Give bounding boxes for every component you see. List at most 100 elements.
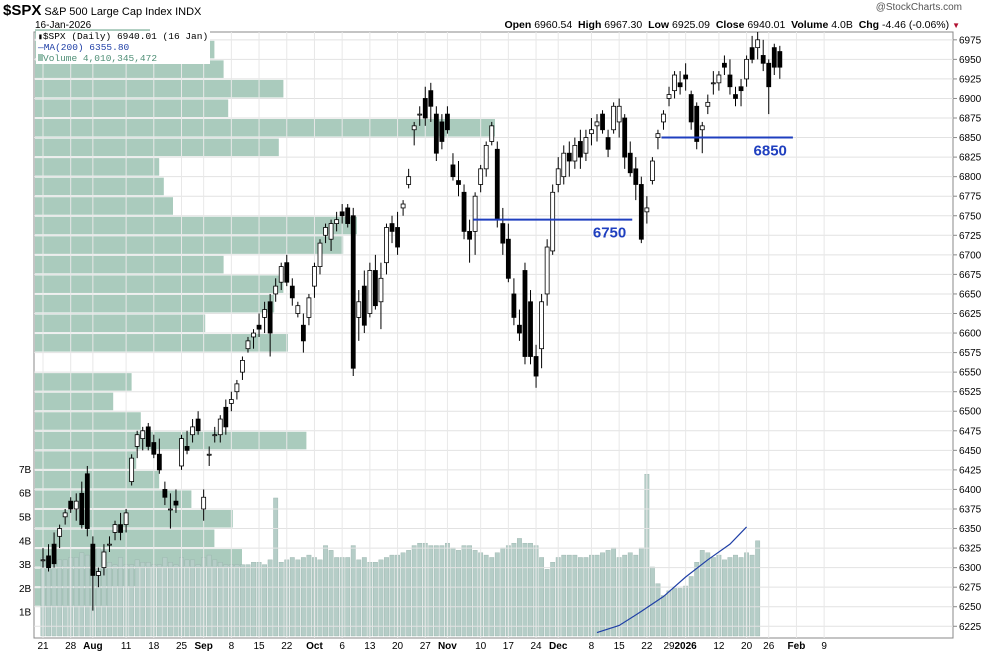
down-triangle-icon: ▼ — [952, 21, 960, 30]
volume-tick-label: 2B — [19, 584, 32, 595]
low-label: Low — [648, 19, 670, 31]
candle-down — [727, 74, 733, 88]
volume-bar — [467, 545, 472, 637]
volume-bar — [722, 559, 727, 637]
volume-bar — [583, 557, 589, 637]
candle-up — [112, 524, 118, 533]
date-tick-label: Aug — [83, 641, 102, 652]
candle-down — [300, 324, 306, 342]
volume-bar — [217, 562, 223, 637]
volume-bar — [300, 557, 306, 637]
candle-down — [195, 418, 201, 432]
volume-bar — [195, 564, 201, 637]
price-tick-label: 6400 — [959, 485, 982, 496]
volume-bar — [577, 557, 583, 637]
legend-ma-text: MA(200) 6355.80 — [43, 42, 130, 53]
volume-bar — [400, 552, 406, 637]
volume-bar — [156, 564, 162, 637]
candle-up — [406, 176, 412, 185]
volume-bar — [278, 562, 284, 637]
candle-down — [289, 285, 295, 299]
volume-bar — [95, 547, 101, 637]
candle-up — [201, 496, 207, 510]
candle-down — [627, 152, 633, 174]
candle-up — [168, 508, 173, 511]
candle-down — [439, 121, 445, 142]
candle-down — [677, 82, 683, 88]
open-value: 6960.54 — [534, 19, 573, 31]
volume-bar — [727, 557, 733, 637]
volume-bar — [251, 562, 256, 637]
price-tick-label: 6800 — [959, 172, 982, 183]
candle-up — [62, 512, 68, 518]
volume-bar — [411, 545, 417, 637]
volume-tick-label: 6B — [19, 489, 32, 500]
volume-by-price-bar — [35, 373, 132, 391]
volume-bar — [733, 554, 738, 637]
date-tick-label: 6 — [339, 641, 345, 652]
candle-up — [594, 121, 600, 127]
candle-down — [688, 94, 694, 123]
volume-by-price-bar — [35, 431, 307, 450]
volume-bar — [190, 559, 195, 637]
candle-up — [400, 203, 406, 209]
change-label: Chg — [858, 19, 880, 31]
volume-by-price-bar — [35, 216, 357, 235]
volume-bar — [317, 559, 323, 637]
date-tick-label: 15 — [253, 641, 265, 652]
candle-up — [378, 277, 384, 303]
chart-title: $SPX S&P 500 Large Cap Index INDX — [3, 2, 201, 19]
date-tick-label: 27 — [420, 641, 432, 652]
candle-down — [51, 543, 57, 565]
price-tick-label: 6725 — [959, 231, 982, 242]
date-tick-label: 26 — [763, 641, 775, 652]
volume-bar — [145, 562, 151, 637]
volume-bar — [500, 547, 506, 637]
volume-bar — [699, 550, 705, 637]
date-tick-label: 22 — [281, 641, 293, 652]
candle-up — [666, 94, 672, 99]
volume-bar — [461, 545, 467, 637]
candle-down — [683, 74, 689, 80]
candles-layer — [40, 32, 783, 611]
candle-down — [156, 453, 162, 471]
date-tick-label: 10 — [475, 641, 487, 652]
price-tick-label: 6425 — [959, 465, 982, 476]
volume-by-price-bar — [35, 158, 160, 176]
price-tick-label: 6775 — [959, 192, 982, 203]
candle-up — [483, 144, 489, 170]
volume-bar — [107, 562, 112, 637]
price-tick-label: 6750 — [959, 211, 982, 222]
candle-down — [760, 55, 766, 64]
volume-bar — [140, 562, 146, 637]
date-tick-label: 12 — [713, 641, 725, 652]
candle-up — [705, 101, 711, 107]
candle-up — [123, 512, 129, 526]
high-label: High — [578, 19, 602, 31]
date-tick-label: 20 — [741, 641, 753, 652]
date-tick-label: Oct — [306, 641, 323, 652]
candle-up — [206, 453, 212, 456]
candle-down — [361, 285, 367, 326]
candle-up — [179, 438, 184, 467]
volume-by-price-bar — [35, 119, 495, 137]
volume-bar — [672, 588, 677, 637]
candle-down — [389, 223, 395, 232]
volume-by-price-bar — [35, 412, 141, 430]
candle-up — [411, 125, 417, 131]
price-tick-label: 6450 — [959, 446, 982, 457]
volume-tick-label: 4B — [19, 536, 32, 547]
volume-bar — [544, 569, 550, 637]
volume-bar — [345, 557, 351, 637]
volume-bar — [694, 562, 700, 637]
candle-up — [251, 332, 256, 338]
candle-up — [228, 399, 234, 404]
candle-up — [583, 137, 589, 154]
volume-axis: 1B 2B 3B 4B 5B 6B 7B — [19, 465, 32, 619]
volume-bar — [168, 562, 173, 637]
volume-by-price-bar — [35, 392, 114, 411]
date-tick-label: 21 — [37, 641, 49, 652]
volume-bar — [705, 552, 711, 637]
volume-tick-label: 7B — [19, 465, 32, 476]
candle-down — [505, 238, 511, 279]
